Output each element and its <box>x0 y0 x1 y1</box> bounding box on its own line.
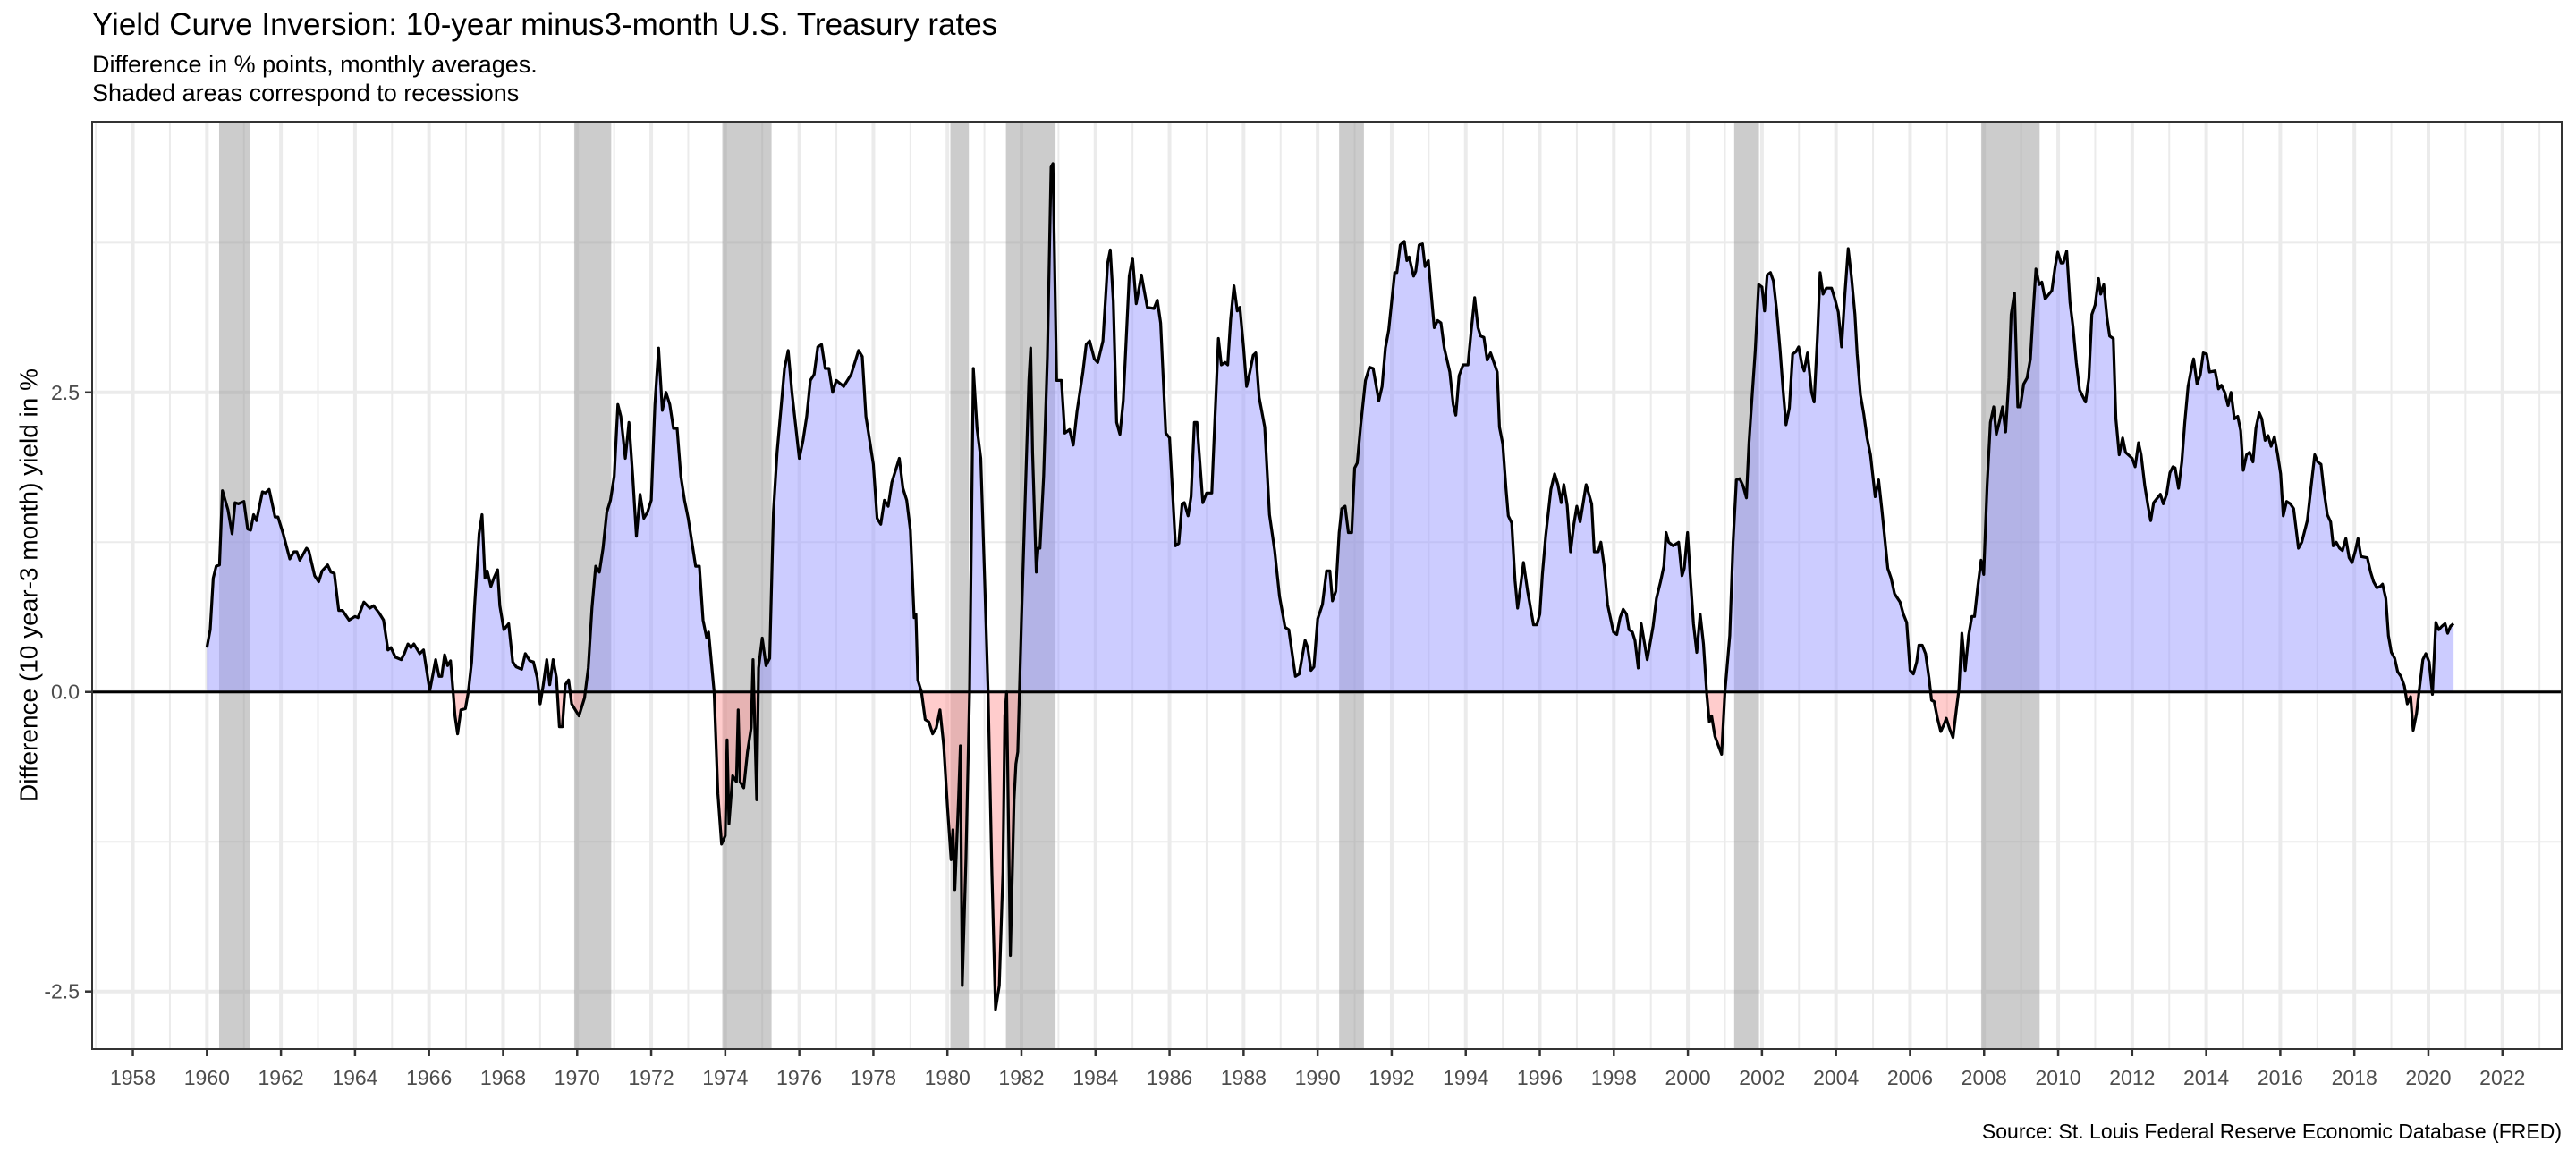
positive-area <box>207 489 453 692</box>
negative-area <box>714 691 752 844</box>
recession-band <box>950 122 970 1049</box>
x-tick-label: 2020 <box>2405 1066 2451 1089</box>
positive-area <box>758 344 922 692</box>
subtitle-line-2: Shaded areas correspond to recessions <box>92 80 520 106</box>
x-tick-label: 1972 <box>628 1066 674 1089</box>
x-tick-label: 1966 <box>406 1066 452 1089</box>
x-tick-label: 2006 <box>1887 1066 1933 1089</box>
y-tick-label: 0.0 <box>51 681 80 704</box>
x-tick-label: 1984 <box>1072 1066 1118 1089</box>
spread-line-path <box>205 162 2455 1011</box>
x-tick-label: 2012 <box>2109 1066 2155 1089</box>
x-tick-label: 1996 <box>1517 1066 1563 1089</box>
subtitle-line-1: Difference in % points, monthly averages… <box>92 51 538 78</box>
y-axis-title: Difference (10 year-3 month) yield in % <box>14 368 42 802</box>
x-tick-label: 2000 <box>1665 1066 1711 1089</box>
x-tick-label: 1964 <box>332 1066 377 1089</box>
x-tick-label: 1958 <box>110 1066 156 1089</box>
negative-area <box>987 691 1007 1010</box>
x-tick-label: 2004 <box>1813 1066 1859 1089</box>
y-tick-label: 2.5 <box>51 381 80 404</box>
x-tick-label: 2016 <box>2258 1066 2303 1089</box>
y-axis: -2.5 0.0 2.5 <box>44 381 92 1003</box>
negative-area <box>1930 691 1959 738</box>
x-tick-label: 1998 <box>1591 1066 1637 1089</box>
negative-area <box>570 691 586 716</box>
chart-subtitle: Difference in % points, monthly averages… <box>92 50 538 107</box>
positive-area <box>468 514 539 692</box>
x-tick-label: 1960 <box>184 1066 230 1089</box>
x-axis: 1958 1960 1962 1964 1966 1968 1970 1972 1974 1976… <box>110 1049 2525 1089</box>
positive-area <box>2432 622 2454 692</box>
x-tick-label: 1976 <box>776 1066 822 1089</box>
positive-area <box>1724 249 1931 692</box>
negative-area <box>1707 691 1725 755</box>
x-tick-label: 2022 <box>2479 1066 2525 1089</box>
chart-title: Yield Curve Inversion: 10-year minus3-mo… <box>92 7 998 42</box>
spread-area <box>207 163 2454 1010</box>
positive-area <box>1019 163 1707 692</box>
x-tick-label: 1982 <box>998 1066 1044 1089</box>
positive-area <box>970 368 988 692</box>
recession-band <box>722 122 772 1049</box>
x-tick-label: 1974 <box>702 1066 748 1089</box>
x-tick-label: 1962 <box>258 1066 304 1089</box>
x-tick-label: 2008 <box>1962 1066 2007 1089</box>
panel-border <box>91 121 2563 1050</box>
x-tick-label: 2002 <box>1739 1066 1784 1089</box>
x-tick-label: 1994 <box>1443 1066 1488 1089</box>
spread-line <box>205 162 2455 1011</box>
source-caption: Source: St. Louis Federal Reserve Econom… <box>1981 1120 2562 1143</box>
x-tick-label: 1980 <box>925 1066 970 1089</box>
y-tick-label: -2.5 <box>44 980 80 1003</box>
x-tick-label: 1988 <box>1221 1066 1267 1089</box>
x-tick-label: 1992 <box>1368 1066 1414 1089</box>
x-tick-label: 2014 <box>2183 1066 2229 1089</box>
x-tick-label: 1986 <box>1147 1066 1192 1089</box>
x-tick-label: 2010 <box>2035 1066 2080 1089</box>
x-tick-label: 1968 <box>480 1066 526 1089</box>
x-tick-label: 1978 <box>851 1066 896 1089</box>
x-tick-label: 2018 <box>2332 1066 2377 1089</box>
x-tick-label: 1990 <box>1295 1066 1341 1089</box>
x-tick-label: 1970 <box>555 1066 600 1089</box>
negative-area <box>921 691 970 986</box>
